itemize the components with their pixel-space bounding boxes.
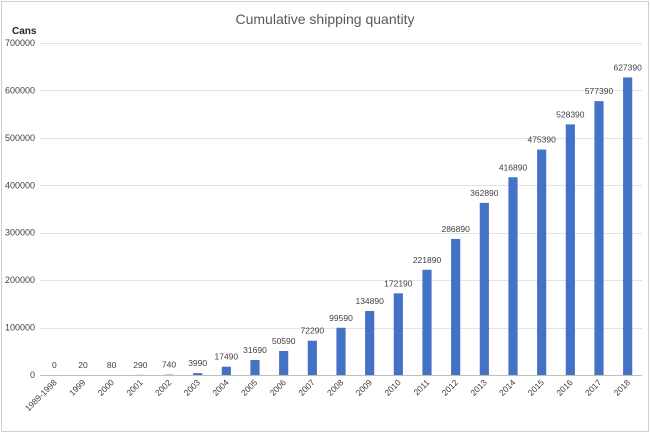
- bar: [250, 360, 259, 375]
- data-label: 20: [78, 360, 88, 370]
- data-label: 362890: [470, 188, 499, 198]
- x-tick-label: 1989-1998: [23, 377, 59, 413]
- gridlines: [40, 44, 642, 329]
- data-label: 172190: [384, 278, 413, 288]
- bar: [508, 177, 517, 375]
- x-tick-label: 2013: [468, 377, 489, 398]
- y-tick-label: 400000: [5, 180, 35, 190]
- x-tick-label: 2000: [96, 377, 117, 398]
- bar: [566, 124, 575, 375]
- data-label: 0: [52, 360, 57, 370]
- data-label: 740: [162, 360, 176, 370]
- data-label: 3990: [188, 358, 207, 368]
- bar: [365, 311, 374, 375]
- x-tick-label: 2003: [182, 377, 203, 398]
- x-tick-label: 1999: [67, 377, 88, 398]
- x-tick-label: 2002: [153, 377, 174, 398]
- y-tick-label: 200000: [5, 275, 35, 285]
- bar-chart: Cumulative shipping quantity Cans 0 10000…: [2, 2, 648, 431]
- x-tick-label: 2001: [124, 377, 145, 398]
- bar: [594, 101, 603, 375]
- x-tick-label: 2011: [411, 377, 431, 397]
- data-label: 528390: [556, 109, 585, 119]
- data-label: 31690: [243, 345, 267, 355]
- data-label: 50590: [272, 336, 296, 346]
- bar: [222, 367, 231, 375]
- y-axis-tick-labels: 0 100000 200000 300000 400000 500000 600000 700…: [5, 38, 35, 380]
- bars: [78, 77, 632, 375]
- x-tick-label: 2012: [440, 377, 461, 398]
- y-tick-label: 100000: [5, 323, 35, 333]
- y-tick-label: 500000: [5, 133, 35, 143]
- y-tick-label: 300000: [5, 228, 35, 238]
- y-tick-label: 600000: [5, 85, 35, 95]
- bar: [623, 77, 632, 375]
- data-label: 221890: [413, 255, 442, 265]
- x-tick-label: 2017: [583, 377, 604, 398]
- x-tick-label: 2005: [239, 377, 260, 398]
- x-tick-label: 2010: [382, 377, 403, 398]
- bar: [193, 373, 202, 375]
- bar: [422, 270, 431, 375]
- data-label: 290: [133, 360, 147, 370]
- data-label: 475390: [527, 135, 556, 145]
- x-tick-label: 2009: [354, 377, 375, 398]
- bar: [537, 150, 546, 375]
- x-tick-label: 2014: [497, 377, 518, 398]
- x-tick-label: 2004: [210, 377, 231, 398]
- x-tick-label: 2018: [612, 377, 633, 398]
- bar: [394, 293, 403, 375]
- data-label: 99590: [329, 313, 353, 323]
- data-label: 134890: [355, 296, 384, 306]
- chart-title: Cumulative shipping quantity: [236, 11, 415, 27]
- y-tick-label: 0: [30, 370, 35, 380]
- x-tick-label: 2007: [296, 377, 317, 398]
- bar: [279, 351, 288, 375]
- x-tick-label: 2006: [268, 377, 289, 398]
- data-label: 627390: [613, 62, 642, 72]
- data-label: 286890: [441, 224, 470, 234]
- y-tick-label: 700000: [5, 38, 35, 48]
- data-label: 17490: [215, 352, 239, 362]
- bar: [336, 328, 345, 375]
- x-tick-label: 2008: [325, 377, 346, 398]
- data-labels: 0 20 80 290 740 3990 17490 31690 50590 72290 99590…: [52, 62, 642, 370]
- bar: [451, 239, 460, 375]
- data-label: 416890: [499, 162, 528, 172]
- y-axis-unit-label: Cans: [12, 26, 37, 37]
- data-label: 72290: [301, 326, 325, 336]
- bar: [480, 203, 489, 375]
- data-label: 577390: [585, 86, 614, 96]
- x-axis-tick-labels: 1989-1998 1999 2000 2001 2002 2003 2004 2005 200…: [23, 377, 632, 413]
- data-label: 80: [107, 360, 117, 370]
- x-tick-label: 2016: [554, 377, 575, 398]
- bar: [308, 341, 317, 375]
- x-tick-label: 2015: [526, 377, 547, 398]
